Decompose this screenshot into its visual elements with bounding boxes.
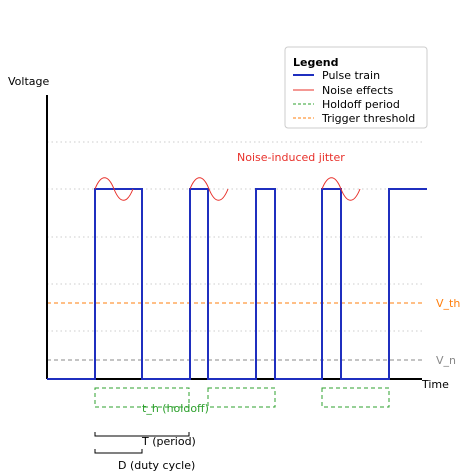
holdoff-box [321,387,390,408]
holdoff-box [207,387,276,408]
legend: Legend Pulse train Noise effects Holdoff… [284,46,428,129]
legend-label: Holdoff period [322,98,400,111]
legend-label: Pulse train [322,69,380,82]
jitter-label: Noise-induced jitter [237,151,345,164]
holdoff [94,387,390,408]
x-axis-label: Time [421,378,449,391]
pulse-train [47,188,427,380]
y-axis-label: Voltage [8,75,49,88]
period-label: T (period) [141,435,196,448]
legend-box [284,46,428,129]
legend-label: Trigger threshold [321,112,415,125]
duty-bracket [94,449,143,454]
noise-wave [94,177,134,201]
legend-title: Legend [293,56,339,69]
period-bracket [94,432,190,437]
noise-wave [321,177,361,201]
duty-label: D (duty cycle) [118,459,195,472]
noise [94,177,361,201]
noise-label: V_n [436,354,456,367]
threshold-label: V_th [436,297,460,310]
holdoff-label: t_h (holdoff) [142,402,209,415]
noise-wave [189,177,229,201]
legend-label: Noise effects [322,84,393,97]
